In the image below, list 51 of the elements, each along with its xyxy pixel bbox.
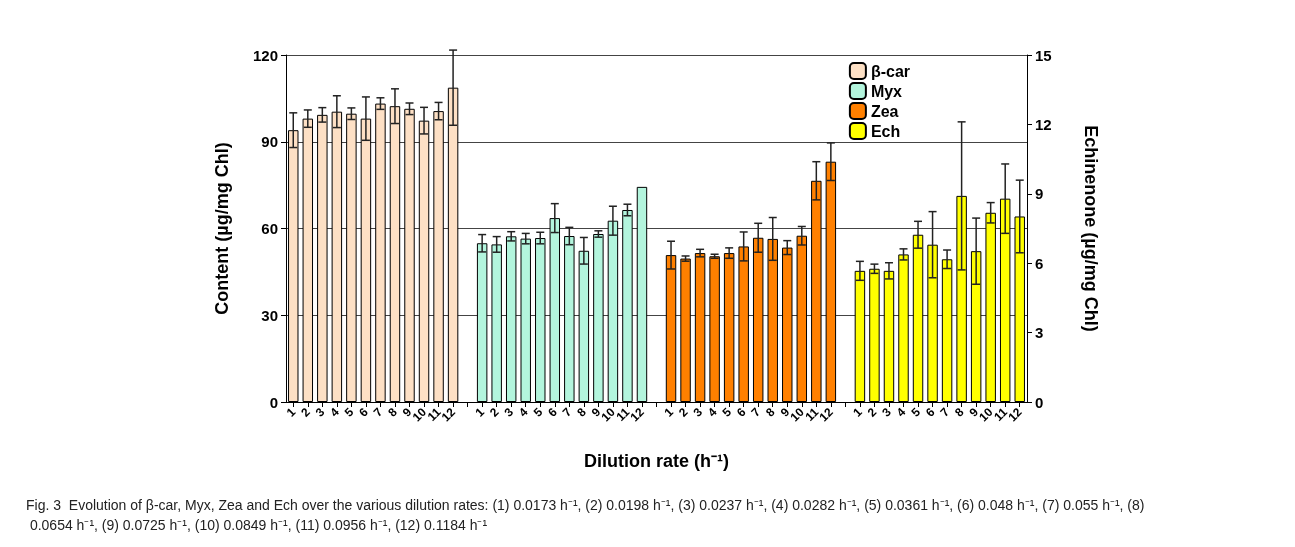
x-tick-label: 8 bbox=[763, 404, 778, 420]
x-tick-label: 6 bbox=[734, 404, 749, 420]
x-tick-label: 2 bbox=[487, 404, 502, 420]
x-tick-label: 8 bbox=[951, 404, 967, 420]
x-tick-label: 4 bbox=[327, 404, 343, 420]
x-tick-label: 7 bbox=[559, 404, 575, 420]
caption: Fig. 3 Evolution of β-car, Myx, Zea and Ech over the various dilution rates: (1) 0.0173 h⁻¹, (2) 0.0198 h⁻¹, (3) 0.0237 h⁻¹, (4) 0.0282 h⁻¹, (5) 0.0361 h⁻¹, (6) 0.048 h⁻¹, (7) 0.055 h⁻¹, (8) 0.0654 h⁻¹, (9) 0.0725 h⁻¹, (10) 0.0849 h⁻¹, (11) 0.0956 h⁻¹, (12) 0.1184 h⁻¹ bbox=[26, 497, 1145, 533]
x-tick-label: 1 bbox=[283, 404, 299, 420]
x-tick-label: 2 bbox=[675, 404, 691, 420]
legend-label: Myx bbox=[870, 82, 903, 100]
y-tick-label: 90 bbox=[261, 133, 278, 151]
x-tick-label: 6 bbox=[356, 404, 372, 420]
legend-label: β-car bbox=[870, 62, 911, 80]
x-tick-label: 5 bbox=[341, 404, 357, 420]
x-tick-label: 1 bbox=[472, 404, 488, 420]
legend-label: Ech bbox=[870, 122, 901, 140]
x-tick-label: 8 bbox=[385, 404, 401, 420]
y2-tick-label: 6 bbox=[1035, 254, 1044, 272]
x-tick-label: 7 bbox=[748, 404, 764, 420]
y-tick-label: 60 bbox=[261, 220, 278, 237]
y2-tick-label: 9 bbox=[1035, 185, 1044, 203]
x-tick-label: 7 bbox=[370, 404, 386, 420]
x-tick-label: 4 bbox=[516, 404, 531, 420]
legend-label: Zea bbox=[870, 102, 899, 120]
x-tick-label: 3 bbox=[879, 404, 895, 420]
x-tick-label: 6 bbox=[545, 404, 560, 420]
y2-tick-label: 0 bbox=[1035, 393, 1044, 411]
y2-tick-label: 3 bbox=[1035, 324, 1044, 342]
x-tick-label: 3 bbox=[312, 404, 328, 420]
x-tick-label: 4 bbox=[704, 404, 720, 420]
x-tick-label: 7 bbox=[937, 404, 953, 420]
x-tick-label: 5 bbox=[530, 404, 546, 420]
x-axis-title: Dilution rate (h⁻¹) bbox=[584, 451, 729, 471]
x-tick-label: 2 bbox=[298, 404, 313, 420]
x-tick-label: 6 bbox=[922, 404, 938, 420]
y-tick-label: 0 bbox=[269, 393, 278, 411]
y-tick-label: 120 bbox=[252, 46, 278, 64]
x-tick-label: 4 bbox=[893, 404, 909, 420]
x-tick-label: 5 bbox=[908, 404, 924, 420]
x-tick-label: 3 bbox=[690, 404, 706, 420]
x-tick-label: 1 bbox=[661, 404, 677, 420]
y2-tick-label: 15 bbox=[1035, 46, 1052, 64]
y-axis-title: Content (µg/mg Chl) bbox=[212, 142, 232, 315]
x-tick-label: 8 bbox=[574, 404, 590, 420]
y-tick-label: 30 bbox=[261, 306, 278, 324]
x-tick-label: 3 bbox=[501, 404, 517, 420]
x-tick-label: 1 bbox=[850, 404, 866, 420]
x-tick-label: 2 bbox=[864, 404, 880, 420]
y2-axis-title: Echinenone (µg/mg Chl) bbox=[1081, 125, 1101, 332]
x-tick-label: 5 bbox=[719, 404, 735, 420]
y2-tick-label: 12 bbox=[1035, 115, 1052, 133]
